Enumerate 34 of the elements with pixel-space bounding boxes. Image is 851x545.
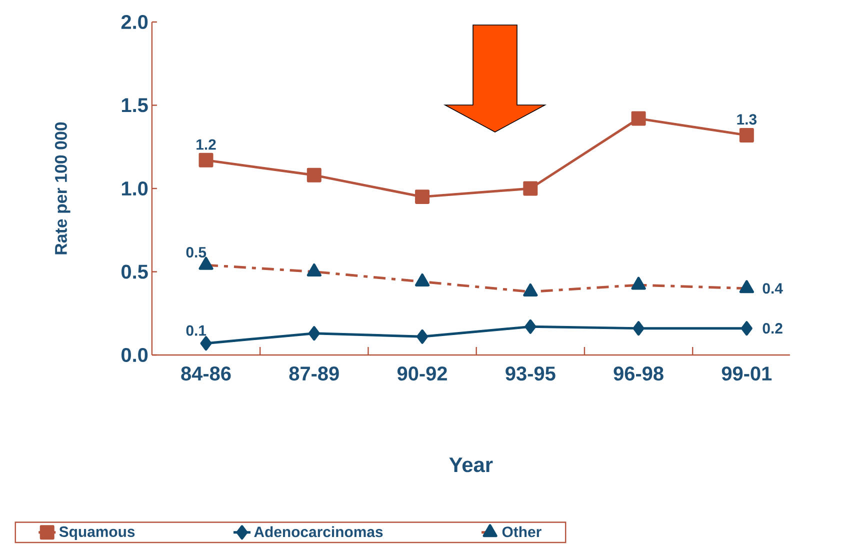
point [308, 326, 320, 341]
y-tick-label: 0.5 [122, 264, 148, 279]
y-tick-label: 1.0 [122, 181, 148, 196]
legend-label: Adenocarcinomas [254, 526, 383, 538]
y-tick-label: 1.5 [122, 98, 148, 112]
point [523, 181, 538, 196]
point [631, 111, 646, 126]
y-axis-title: Rate per 100 000 [54, 122, 70, 254]
y-tick-label: 0.0 [122, 348, 148, 362]
legend-label: Squamous [59, 526, 135, 540]
x-tick-label: 90-92 [397, 366, 447, 381]
x-tick-label: 84-86 [181, 366, 231, 381]
data-label: 0.4 [762, 283, 783, 294]
data-label: 0.2 [762, 323, 782, 334]
point [740, 321, 752, 336]
point [200, 336, 212, 351]
data-label: 1.3 [737, 114, 757, 125]
point [198, 152, 214, 168]
y-tick-label: 2.0 [121, 14, 148, 30]
point [524, 319, 536, 334]
x-tick-label: 93-95 [506, 366, 556, 381]
point [739, 128, 754, 142]
x-tick-label: 87-89 [289, 366, 339, 381]
point [632, 321, 644, 336]
data-label: 1.2 [196, 139, 216, 150]
x-tick-label: 99-01 [722, 366, 772, 381]
point [416, 329, 428, 344]
point [306, 168, 322, 182]
point [415, 190, 430, 204]
data-label: 0.5 [186, 246, 206, 258]
data-label: 0.1 [186, 325, 206, 336]
x-tick-label: 96-98 [614, 366, 664, 381]
x-axis-title: Year [449, 458, 493, 472]
legend-label: Other [502, 526, 542, 538]
